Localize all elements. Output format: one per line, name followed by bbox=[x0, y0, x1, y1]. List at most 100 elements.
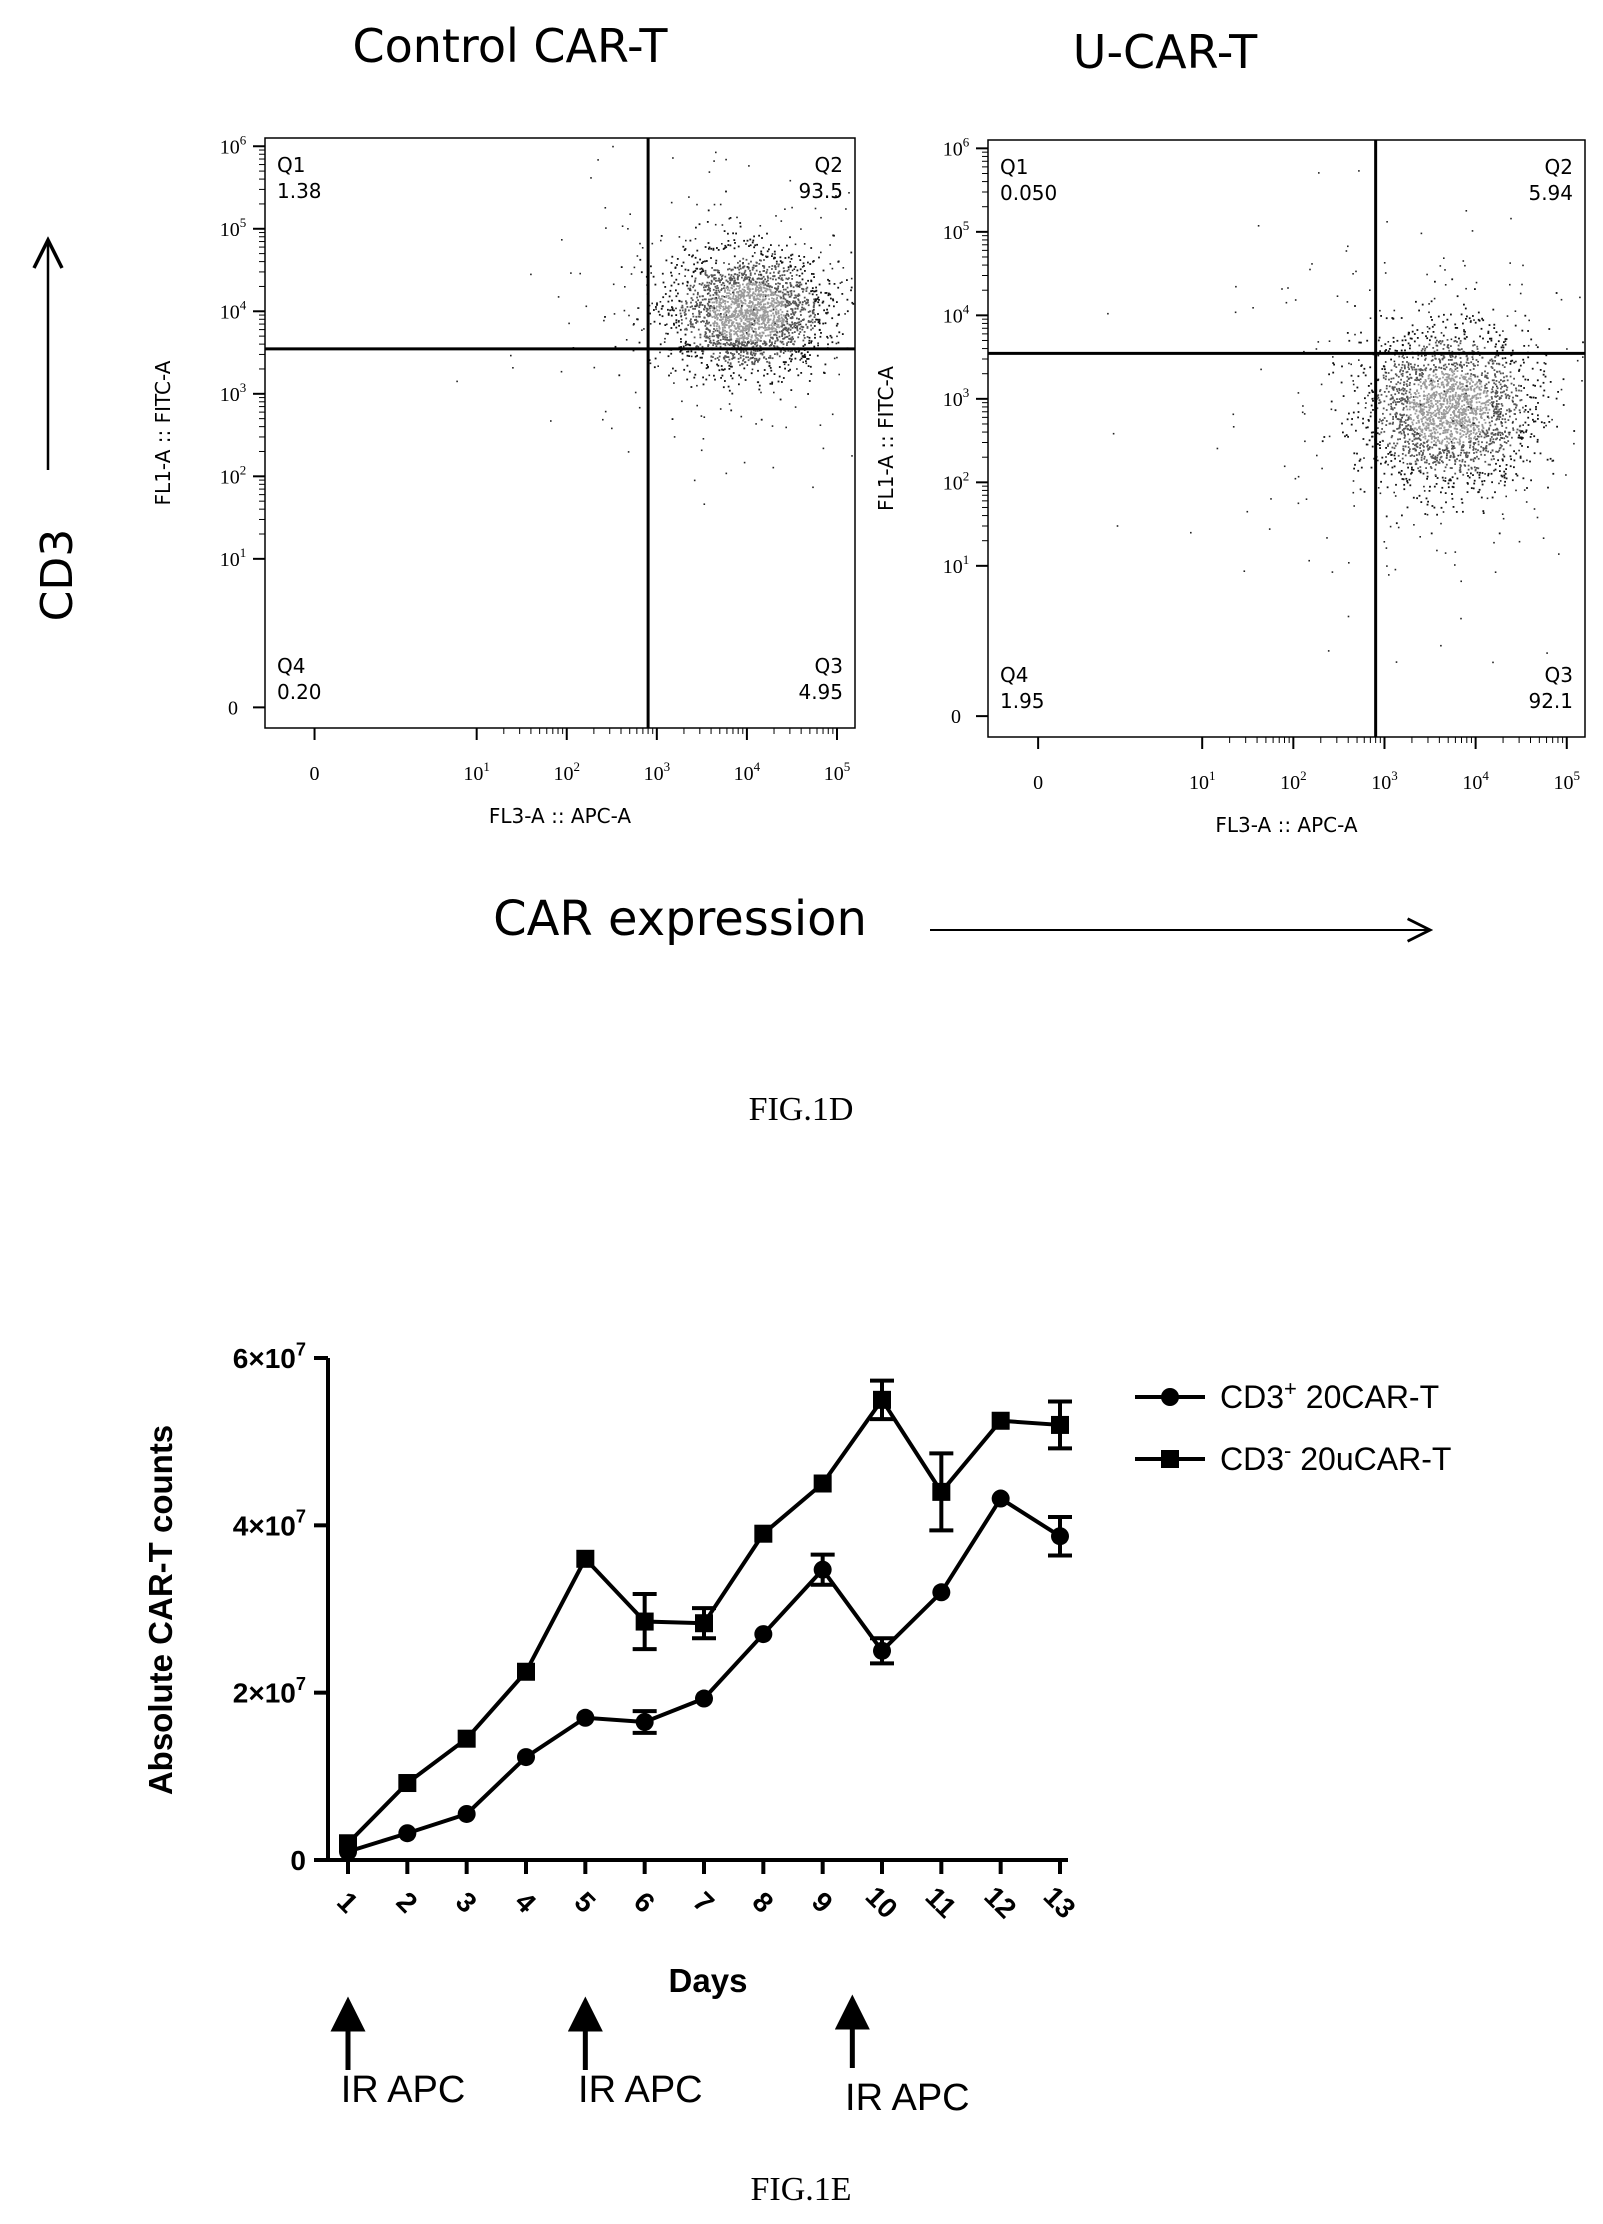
event-dot bbox=[1404, 454, 1407, 457]
event-dot bbox=[812, 305, 815, 308]
event-dot bbox=[768, 326, 770, 329]
event-dot bbox=[749, 309, 751, 312]
event-dot bbox=[695, 315, 698, 318]
event-dot bbox=[1378, 402, 1380, 405]
event-dot bbox=[1464, 330, 1466, 333]
event-dot bbox=[733, 324, 736, 327]
event-dot bbox=[780, 278, 783, 281]
event-dot bbox=[1481, 317, 1483, 320]
event-dot bbox=[802, 308, 804, 311]
event-dot bbox=[1476, 375, 1479, 378]
event-dot bbox=[768, 298, 770, 301]
event-dot bbox=[1497, 414, 1500, 416]
event-dot bbox=[756, 381, 759, 383]
event-dot bbox=[1441, 424, 1444, 427]
event-dot bbox=[808, 380, 811, 382]
event-dot bbox=[747, 266, 749, 268]
event-dot bbox=[1385, 420, 1388, 422]
event-dot bbox=[1449, 433, 1452, 436]
event-dot bbox=[1360, 341, 1362, 344]
event-dot bbox=[726, 319, 729, 322]
event-dot bbox=[751, 309, 754, 312]
event-dot bbox=[1522, 375, 1525, 378]
event-dot bbox=[809, 321, 811, 323]
event-dot bbox=[1449, 387, 1452, 390]
event-dot bbox=[602, 418, 604, 421]
event-dot bbox=[744, 327, 746, 330]
event-dot bbox=[1401, 514, 1403, 517]
event-dot bbox=[719, 299, 722, 302]
event-dot bbox=[1485, 433, 1488, 436]
event-dot bbox=[695, 322, 697, 324]
event-dot bbox=[785, 282, 788, 284]
event-dot bbox=[724, 308, 726, 311]
event-dot bbox=[733, 302, 736, 304]
event-dot bbox=[755, 313, 758, 316]
event-dot bbox=[791, 353, 794, 356]
event-dot bbox=[1499, 383, 1502, 386]
event-dot bbox=[1472, 381, 1474, 383]
event-dot bbox=[1547, 486, 1549, 489]
event-dot bbox=[772, 298, 775, 300]
event-dot bbox=[1429, 420, 1431, 423]
event-dot bbox=[1469, 421, 1471, 423]
event-dot bbox=[1508, 410, 1511, 413]
event-dot bbox=[785, 320, 788, 323]
event-dot bbox=[1430, 402, 1433, 405]
event-dot bbox=[718, 277, 720, 280]
event-dot bbox=[1525, 429, 1528, 432]
event-dot bbox=[806, 358, 808, 360]
event-dot bbox=[1428, 448, 1431, 450]
event-dot bbox=[1390, 460, 1393, 462]
event-dot bbox=[1435, 428, 1438, 431]
event-dot bbox=[756, 311, 759, 314]
event-dot bbox=[1448, 388, 1451, 390]
event-dot bbox=[727, 295, 730, 297]
event-dot bbox=[1495, 396, 1497, 398]
event-dot bbox=[1476, 381, 1479, 384]
event-dot bbox=[1448, 451, 1451, 454]
event-dot bbox=[1445, 435, 1448, 438]
event-dot bbox=[1451, 446, 1454, 449]
event-dot bbox=[721, 331, 723, 334]
event-dot bbox=[1487, 340, 1489, 343]
event-dot bbox=[776, 299, 779, 302]
event-dot bbox=[683, 311, 686, 314]
event-dot bbox=[762, 281, 765, 284]
event-dot bbox=[758, 289, 761, 292]
event-dot bbox=[743, 337, 745, 339]
event-dot bbox=[737, 298, 740, 301]
event-dot bbox=[757, 334, 759, 336]
event-dot bbox=[781, 335, 783, 337]
event-dot bbox=[799, 331, 802, 333]
event-dot bbox=[1431, 393, 1434, 396]
event-dot bbox=[763, 374, 765, 377]
event-dot bbox=[1402, 393, 1405, 396]
event-dot bbox=[745, 277, 748, 280]
event-dot bbox=[1473, 437, 1475, 440]
event-dot bbox=[727, 240, 730, 242]
event-dot bbox=[1547, 415, 1550, 418]
event-dot bbox=[717, 297, 720, 299]
event-dot bbox=[1526, 487, 1528, 489]
event-dot bbox=[1461, 385, 1464, 388]
event-dot bbox=[1449, 359, 1452, 361]
event-dot bbox=[761, 326, 763, 328]
event-dot bbox=[637, 307, 640, 309]
event-dot bbox=[1445, 384, 1448, 386]
event-dot bbox=[750, 353, 752, 356]
event-dot bbox=[694, 319, 696, 321]
event-dot bbox=[783, 297, 785, 300]
event-dot bbox=[1502, 459, 1504, 462]
event-dot bbox=[703, 286, 705, 289]
event-dot bbox=[1438, 447, 1441, 450]
event-dot bbox=[749, 288, 752, 291]
event-dot bbox=[655, 306, 657, 308]
event-dot bbox=[767, 320, 770, 323]
event-dot bbox=[1475, 359, 1478, 361]
event-dot bbox=[723, 329, 726, 332]
event-dot bbox=[777, 319, 780, 322]
event-dot bbox=[1454, 340, 1457, 342]
event-dot bbox=[1379, 350, 1381, 353]
event-dot bbox=[687, 324, 690, 326]
